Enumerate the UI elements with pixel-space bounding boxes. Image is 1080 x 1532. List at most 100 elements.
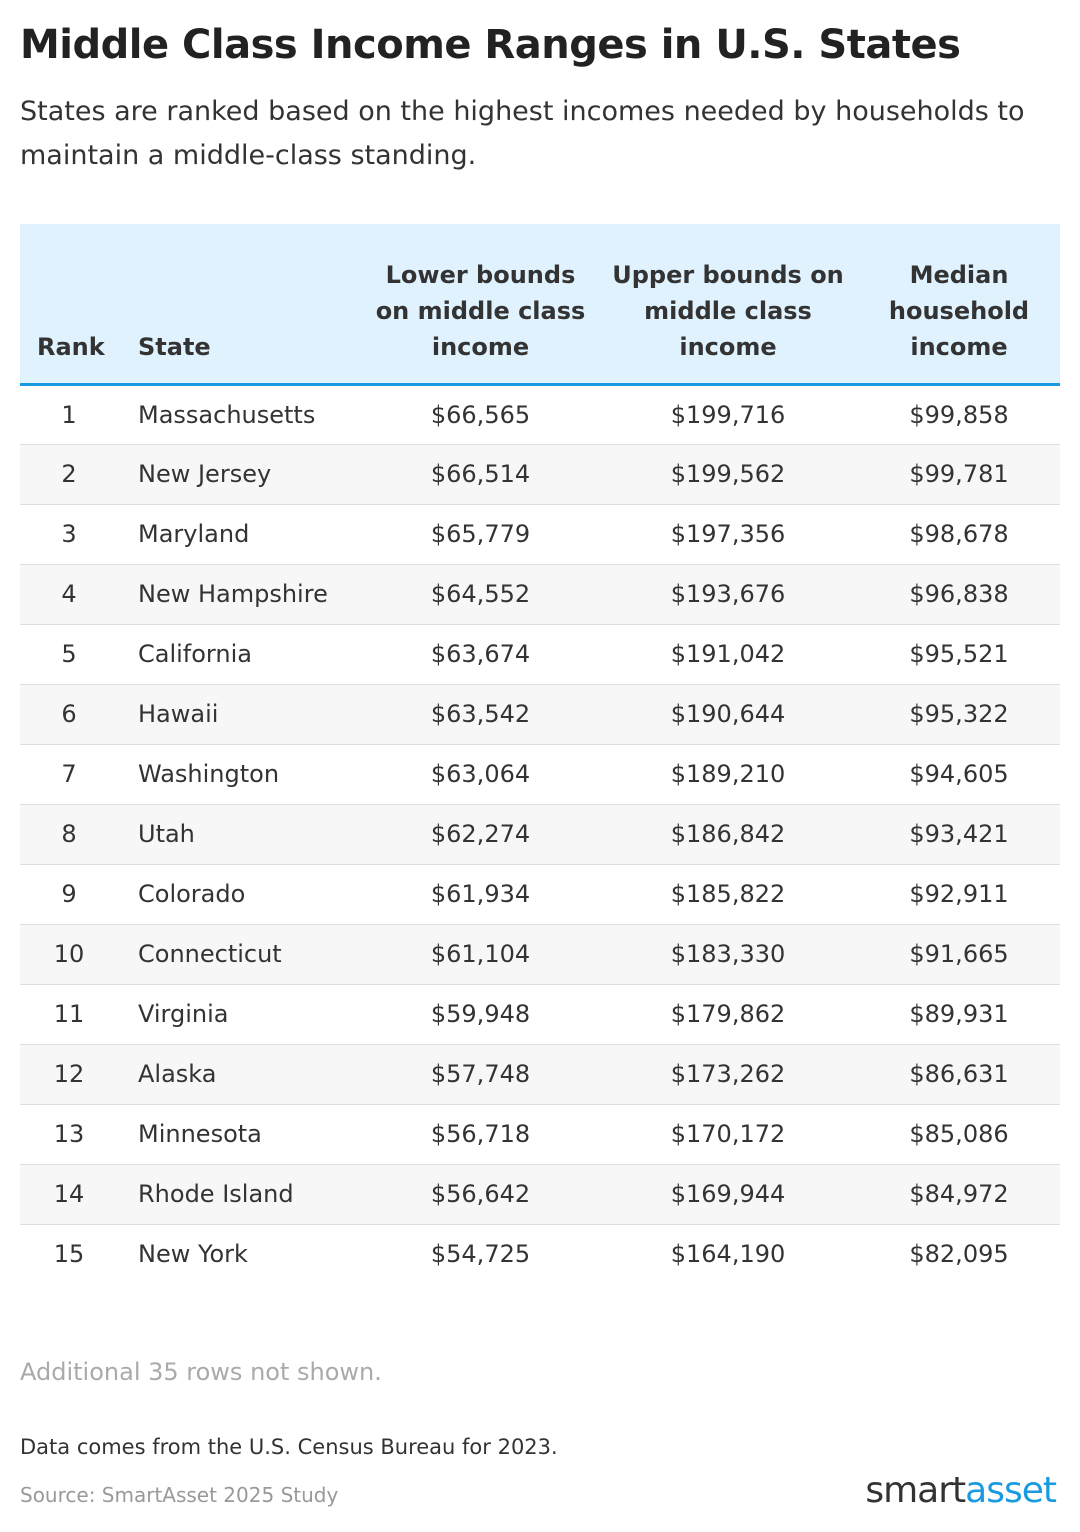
table-cell: $173,262 bbox=[598, 1044, 858, 1105]
table-row: 3 Maryland $65,779 $197,356 $98,678 bbox=[20, 504, 1060, 565]
table-cell: $95,521 bbox=[858, 624, 1060, 685]
table-row: 8 Utah $62,274 $186,842 $93,421 bbox=[20, 804, 1060, 865]
logo-text: smart bbox=[865, 1470, 966, 1511]
table-cell: 13 bbox=[20, 1104, 118, 1165]
table-cell: $56,642 bbox=[363, 1164, 598, 1225]
table-cell: 9 bbox=[20, 864, 118, 925]
table-row: 12 Alaska $57,748 $173,262 $86,631 bbox=[20, 1044, 1060, 1105]
table-cell: $54,725 bbox=[430, 1240, 531, 1269]
table-cell: $185,822 bbox=[598, 864, 858, 925]
column-header: Upper bounds on middle class income bbox=[598, 224, 858, 386]
table-row: 10 Connecticut $61,104 $183,330 $91,665 bbox=[20, 924, 1060, 985]
table-cell: $59,948 bbox=[363, 984, 598, 1045]
table-cell: $170,172 bbox=[598, 1104, 858, 1165]
table-cell: $96,838 bbox=[858, 564, 1060, 625]
logo-text: asset bbox=[965, 1470, 1057, 1511]
table-cell: $199,716 bbox=[598, 384, 858, 445]
table-cell: $82,095 bbox=[909, 1240, 1009, 1269]
column-header: Rank bbox=[20, 224, 118, 386]
subtitle: States are ranked based on the highest i… bbox=[20, 96, 1025, 171]
table-cell: 2 bbox=[20, 444, 118, 505]
table-cell: 5 bbox=[20, 624, 118, 685]
table-cell: $57,748 bbox=[363, 1044, 598, 1105]
table-cell: $99,781 bbox=[858, 444, 1060, 505]
more-rows-note: Additional 35 rows not shown. bbox=[20, 1358, 382, 1386]
column-header: Lower bounds on middle class income bbox=[363, 224, 598, 386]
table-cell: Connecticut bbox=[118, 924, 363, 985]
table-cell: $63,674 bbox=[363, 624, 598, 685]
table-cell: Virginia bbox=[118, 984, 363, 1045]
table-row: 11 Virginia $59,948 $179,862 $89,931 bbox=[20, 984, 1060, 1045]
table-cell: 3 bbox=[20, 504, 118, 565]
table-cell: $190,644 bbox=[598, 684, 858, 745]
table-row: 15 New York $54,725 $164,190 $82,095 bbox=[20, 1224, 1060, 1284]
table-cell: $191,042 bbox=[598, 624, 858, 685]
table-cell: $93,421 bbox=[858, 804, 1060, 865]
table-body: 1 Massachusetts $66,565 $199,716 $99,858 2 New… bbox=[20, 384, 1060, 1284]
table-cell: $63,542 bbox=[363, 684, 598, 745]
table-cell: $62,274 bbox=[363, 804, 598, 865]
logo: smartasset bbox=[865, 1470, 1057, 1511]
table-cell: Washington bbox=[118, 744, 363, 805]
column-header: Median household income bbox=[858, 224, 1060, 386]
table-cell: New York bbox=[138, 1240, 248, 1269]
table-cell: $99,858 bbox=[858, 384, 1060, 445]
table-cell: $66,565 bbox=[363, 384, 598, 445]
table-cell: $95,322 bbox=[858, 684, 1060, 745]
table-cell: $164,190 bbox=[670, 1240, 786, 1269]
table-cell: 4 bbox=[20, 564, 118, 625]
table-cell: $65,779 bbox=[363, 504, 598, 565]
title: Middle Class Income Ranges in U.S. State… bbox=[20, 22, 961, 68]
table-cell: 8 bbox=[20, 804, 118, 865]
table-row: 1 Massachusetts $66,565 $199,716 $99,858 bbox=[20, 384, 1060, 445]
table-cell: $193,676 bbox=[598, 564, 858, 625]
table-cell: $84,972 bbox=[858, 1164, 1060, 1225]
table-cell: $91,665 bbox=[858, 924, 1060, 985]
source: Source: SmartAsset 2025 Study bbox=[20, 1483, 339, 1507]
table-cell: $61,934 bbox=[363, 864, 598, 925]
table-cell: $64,552 bbox=[363, 564, 598, 625]
table-cell: $189,210 bbox=[598, 744, 858, 805]
table-cell: $66,514 bbox=[363, 444, 598, 505]
table-row: 5 California $63,674 $191,042 $95,521 bbox=[20, 624, 1060, 685]
table-cell: $92,911 bbox=[858, 864, 1060, 925]
table-head: Rank State Lower bounds on middle class in… bbox=[20, 224, 1060, 386]
table-cell: Hawaii bbox=[118, 684, 363, 745]
data-note: Data comes from the U.S. Census Bureau f… bbox=[20, 1435, 558, 1459]
table-cell: 14 bbox=[20, 1164, 118, 1225]
table-cell: Maryland bbox=[118, 504, 363, 565]
table-cell: $86,631 bbox=[858, 1044, 1060, 1105]
table-cell: $61,104 bbox=[363, 924, 598, 985]
table-row: 2 New Jersey $66,514 $199,562 $99,781 bbox=[20, 444, 1060, 505]
table-cell: 10 bbox=[20, 924, 118, 985]
table-cell: 12 bbox=[20, 1044, 118, 1105]
table-cell: Rhode Island bbox=[118, 1164, 363, 1225]
table-cell: Colorado bbox=[118, 864, 363, 925]
table-cell: New Jersey bbox=[118, 444, 363, 505]
table-cell: $56,718 bbox=[363, 1104, 598, 1165]
table-cell: $89,931 bbox=[858, 984, 1060, 1045]
table-cell: Alaska bbox=[118, 1044, 363, 1105]
table-cell: Utah bbox=[118, 804, 363, 865]
table-cell: 6 bbox=[20, 684, 118, 745]
header-row: Rank State Lower bounds on middle class in… bbox=[20, 224, 1060, 386]
table-cell: $94,605 bbox=[858, 744, 1060, 805]
table-cell: California bbox=[118, 624, 363, 685]
table-cell: 11 bbox=[20, 984, 118, 1045]
table: Rank State Lower bounds on middle class in… bbox=[20, 224, 1060, 1284]
table-cell: $179,862 bbox=[598, 984, 858, 1045]
table-cell: 7 bbox=[20, 744, 118, 805]
table-cell: Massachusetts bbox=[118, 384, 363, 445]
table-row: 9 Colorado $61,934 $185,822 $92,911 bbox=[20, 864, 1060, 925]
column-header: State bbox=[118, 224, 363, 386]
table-cell: $169,944 bbox=[598, 1164, 858, 1225]
table-row: 6 Hawaii $63,542 $190,644 $95,322 bbox=[20, 684, 1060, 745]
table-row: 14 Rhode Island $56,642 $169,944 $84,972 bbox=[20, 1164, 1060, 1225]
table-row: 7 Washington $63,064 $189,210 $94,605 bbox=[20, 744, 1060, 805]
table-cell: 15 bbox=[53, 1240, 85, 1269]
table-cell: Minnesota bbox=[118, 1104, 363, 1165]
table-cell: $183,330 bbox=[598, 924, 858, 985]
table-cell: New Hampshire bbox=[118, 564, 363, 625]
table-row: 13 Minnesota $56,718 $170,172 $85,086 bbox=[20, 1104, 1060, 1165]
